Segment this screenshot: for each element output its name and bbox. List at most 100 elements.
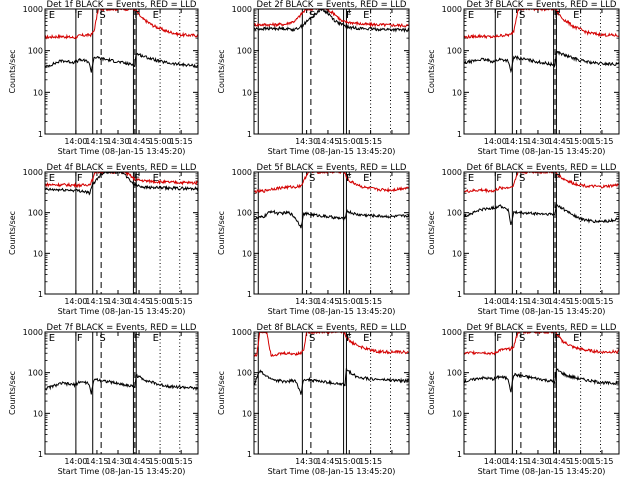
plot-frame — [44, 171, 199, 295]
flag-label: F — [496, 10, 502, 21]
y-tick-label: 1 — [38, 450, 43, 459]
plot-panel: Det 3f BLACK = Events, RED = LLD Counts/s… — [427, 0, 620, 156]
flag-label: E — [468, 10, 474, 21]
y-tick-label: 10 — [242, 409, 252, 418]
events-series-line — [464, 50, 619, 74]
x-tick-label: 15:00 — [338, 457, 361, 466]
y-tick-label: 1 — [457, 290, 462, 299]
y-tick-label: 1000 — [23, 328, 43, 337]
y-tick-label: 1 — [247, 450, 252, 459]
events-series-line — [45, 52, 198, 73]
y-tick-label: 1000 — [23, 5, 43, 14]
plot-area — [45, 172, 198, 294]
y-axis-label: Counts/sec — [8, 49, 17, 93]
x-tick-label: 14:45 — [548, 457, 571, 466]
plot-frame — [44, 8, 199, 135]
x-tick-label: 15:00 — [149, 137, 172, 146]
x-tick-label: 14:45 — [316, 297, 339, 306]
x-tick-label: 15:00 — [569, 297, 592, 306]
events-series-line — [45, 373, 198, 395]
flag-label: F — [555, 333, 561, 344]
x-axis-label: Start Time (08-Jan-15 13:45:20) — [268, 307, 396, 316]
plot-panel: Det 2f BLACK = Events, RED = LLD Counts/s… — [217, 0, 410, 156]
x-tick-label: 14:00 — [64, 297, 87, 306]
plot-frame — [463, 331, 620, 455]
flag-label: F — [346, 10, 352, 21]
flag-label: S — [309, 173, 315, 184]
y-tick-label: 1000 — [232, 168, 252, 177]
y-tick-label: 1 — [38, 130, 43, 139]
flag-label: E — [49, 333, 55, 344]
y-tick-label: 1000 — [23, 168, 43, 177]
x-tick-label: 14:30 — [106, 457, 129, 466]
x-tick-label: 15:15 — [359, 297, 382, 306]
plot-panel: Det 7f BLACK = Events, RED = LLD Counts/s… — [8, 323, 199, 476]
flag-label: S — [309, 10, 315, 21]
x-tick-label: 15:15 — [359, 137, 382, 146]
plot-panel: Det 5f BLACK = Events, RED = LLD Counts/s… — [217, 163, 410, 316]
plot-title: Det 2f BLACK = Events, RED = LLD — [257, 0, 407, 10]
plot-title: Det 9f BLACK = Events, RED = LLD — [467, 323, 617, 333]
x-tick-label: 14:15 — [505, 297, 528, 306]
flag-label: S — [309, 333, 315, 344]
flag-label: F — [77, 333, 83, 344]
plot-title: Det 8f BLACK = Events, RED = LLD — [257, 323, 407, 333]
lld-series-line — [464, 9, 619, 40]
plot-area — [45, 9, 198, 134]
x-tick-label: 15:00 — [569, 137, 592, 146]
x-tick-label: 14:15 — [85, 137, 108, 146]
x-tick-label: 15:00 — [338, 137, 361, 146]
x-tick-label: 15:15 — [359, 457, 382, 466]
y-tick-label: 10 — [33, 409, 43, 418]
y-axis-label: Counts/sec — [217, 49, 226, 93]
x-tick-label: 14:30 — [295, 457, 318, 466]
x-tick-label: 15:00 — [338, 297, 361, 306]
y-tick-label: 100 — [237, 209, 252, 218]
y-tick-label: 1000 — [442, 5, 462, 14]
flag-label: F — [496, 333, 502, 344]
y-tick-label: 100 — [237, 47, 252, 56]
flag-label: E — [363, 333, 369, 344]
y-tick-label: 1 — [247, 290, 252, 299]
y-tick-label: 100 — [237, 369, 252, 378]
plot-panel: Det 1f BLACK = Events, RED = LLD Counts/s… — [8, 0, 199, 156]
y-tick-label: 1 — [38, 290, 43, 299]
lld-series-line — [464, 332, 619, 356]
x-tick-label: 15:15 — [590, 457, 613, 466]
x-tick-label: 15:15 — [590, 297, 613, 306]
flag-label: E — [153, 10, 159, 21]
plot-area — [464, 332, 619, 454]
plot-panel: Det 9f BLACK = Events, RED = LLD Counts/s… — [427, 323, 620, 476]
x-tick-label: 14:30 — [526, 297, 549, 306]
events-series-line — [254, 9, 409, 33]
plot-frame — [463, 8, 620, 135]
y-tick-label: 1000 — [232, 328, 252, 337]
x-tick-label: 14:30 — [526, 137, 549, 146]
plot-title: Det 4f BLACK = Events, RED = LLD — [47, 163, 197, 173]
x-tick-label: 14:45 — [548, 297, 571, 306]
plot-title: Det 5f BLACK = Events, RED = LLD — [257, 163, 407, 173]
x-tick-label: 14:00 — [484, 457, 507, 466]
lld-series-line — [45, 9, 198, 40]
events-series-line — [464, 202, 619, 226]
flag-label: F — [77, 173, 83, 184]
y-tick-label: 10 — [452, 409, 462, 418]
events-series-line — [254, 209, 409, 229]
y-tick-label: 1 — [247, 130, 252, 139]
x-tick-label: 14:15 — [505, 137, 528, 146]
y-axis-label: Counts/sec — [427, 49, 436, 93]
flag-label: S — [99, 333, 105, 344]
y-tick-label: 10 — [452, 249, 462, 258]
lld-series-line — [464, 172, 619, 194]
flag-label: E — [573, 173, 579, 184]
y-tick-label: 10 — [33, 249, 43, 258]
y-axis-label: Counts/sec — [427, 211, 436, 255]
x-axis-label: Start Time (08-Jan-15 13:45:20) — [58, 307, 186, 316]
x-axis-label: Start Time (08-Jan-15 13:45:20) — [58, 147, 186, 156]
plot-area — [254, 9, 409, 134]
x-axis-label: Start Time (08-Jan-15 13:45:20) — [268, 147, 396, 156]
flag-label: S — [99, 10, 105, 21]
x-tick-label: 15:15 — [590, 137, 613, 146]
plot-area — [254, 172, 409, 294]
x-axis-label: Start Time (08-Jan-15 13:45:20) — [58, 467, 186, 476]
